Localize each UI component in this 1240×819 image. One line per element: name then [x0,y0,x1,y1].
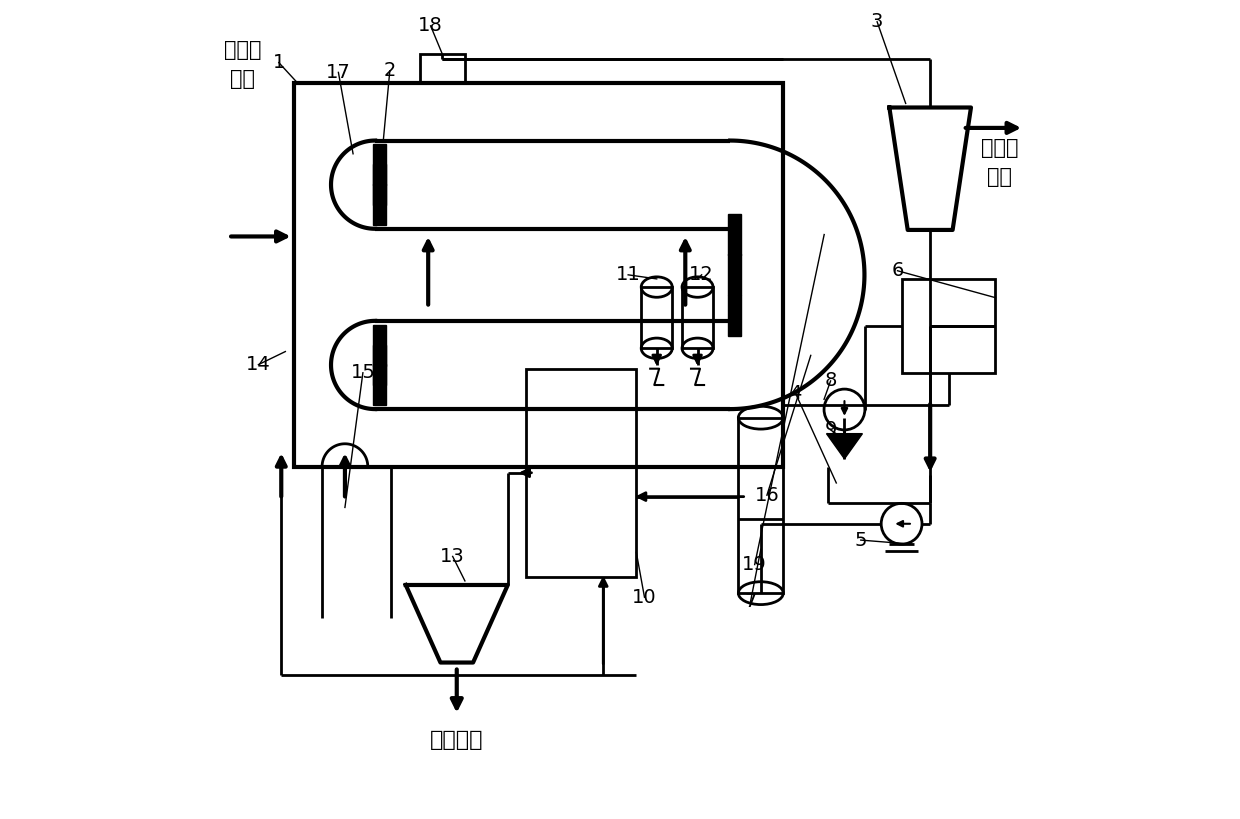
Polygon shape [827,433,862,459]
Text: 19: 19 [743,555,768,574]
Text: 污水厂: 污水厂 [224,40,262,61]
Text: 3: 3 [870,12,883,31]
Text: 17: 17 [326,63,351,82]
Bar [728,295,740,336]
Bar [526,369,636,577]
Text: 13: 13 [440,547,465,566]
Text: 10: 10 [632,588,657,607]
Text: 7: 7 [744,592,756,611]
Text: 4: 4 [790,383,802,403]
Text: 14: 14 [246,355,270,374]
Bar [373,324,386,365]
Text: 8: 8 [825,372,837,391]
Text: 16: 16 [755,486,779,505]
Text: 进水: 进水 [231,69,255,89]
Text: 11: 11 [616,265,641,284]
Bar [373,144,386,185]
Text: 12: 12 [689,265,714,284]
Bar [373,184,386,225]
Bar [294,83,784,467]
Bar [738,418,784,593]
Text: 出水: 出水 [987,167,1012,187]
Text: 15: 15 [351,364,376,382]
Bar [901,279,996,373]
Bar [373,165,386,205]
Bar [728,255,740,295]
Bar [682,287,713,348]
Text: 回收磷肥: 回收磷肥 [430,730,484,750]
Bar [420,54,465,83]
Text: 6: 6 [892,261,904,280]
Bar [728,214,740,255]
Bar [641,287,672,348]
Text: 1: 1 [273,53,285,72]
Text: 污水厂: 污水厂 [981,138,1018,158]
Text: 9: 9 [825,420,837,440]
Bar [373,364,386,405]
Text: 2: 2 [383,61,396,80]
Bar [373,345,386,386]
Text: 5: 5 [854,531,867,550]
Text: 18: 18 [418,16,443,35]
